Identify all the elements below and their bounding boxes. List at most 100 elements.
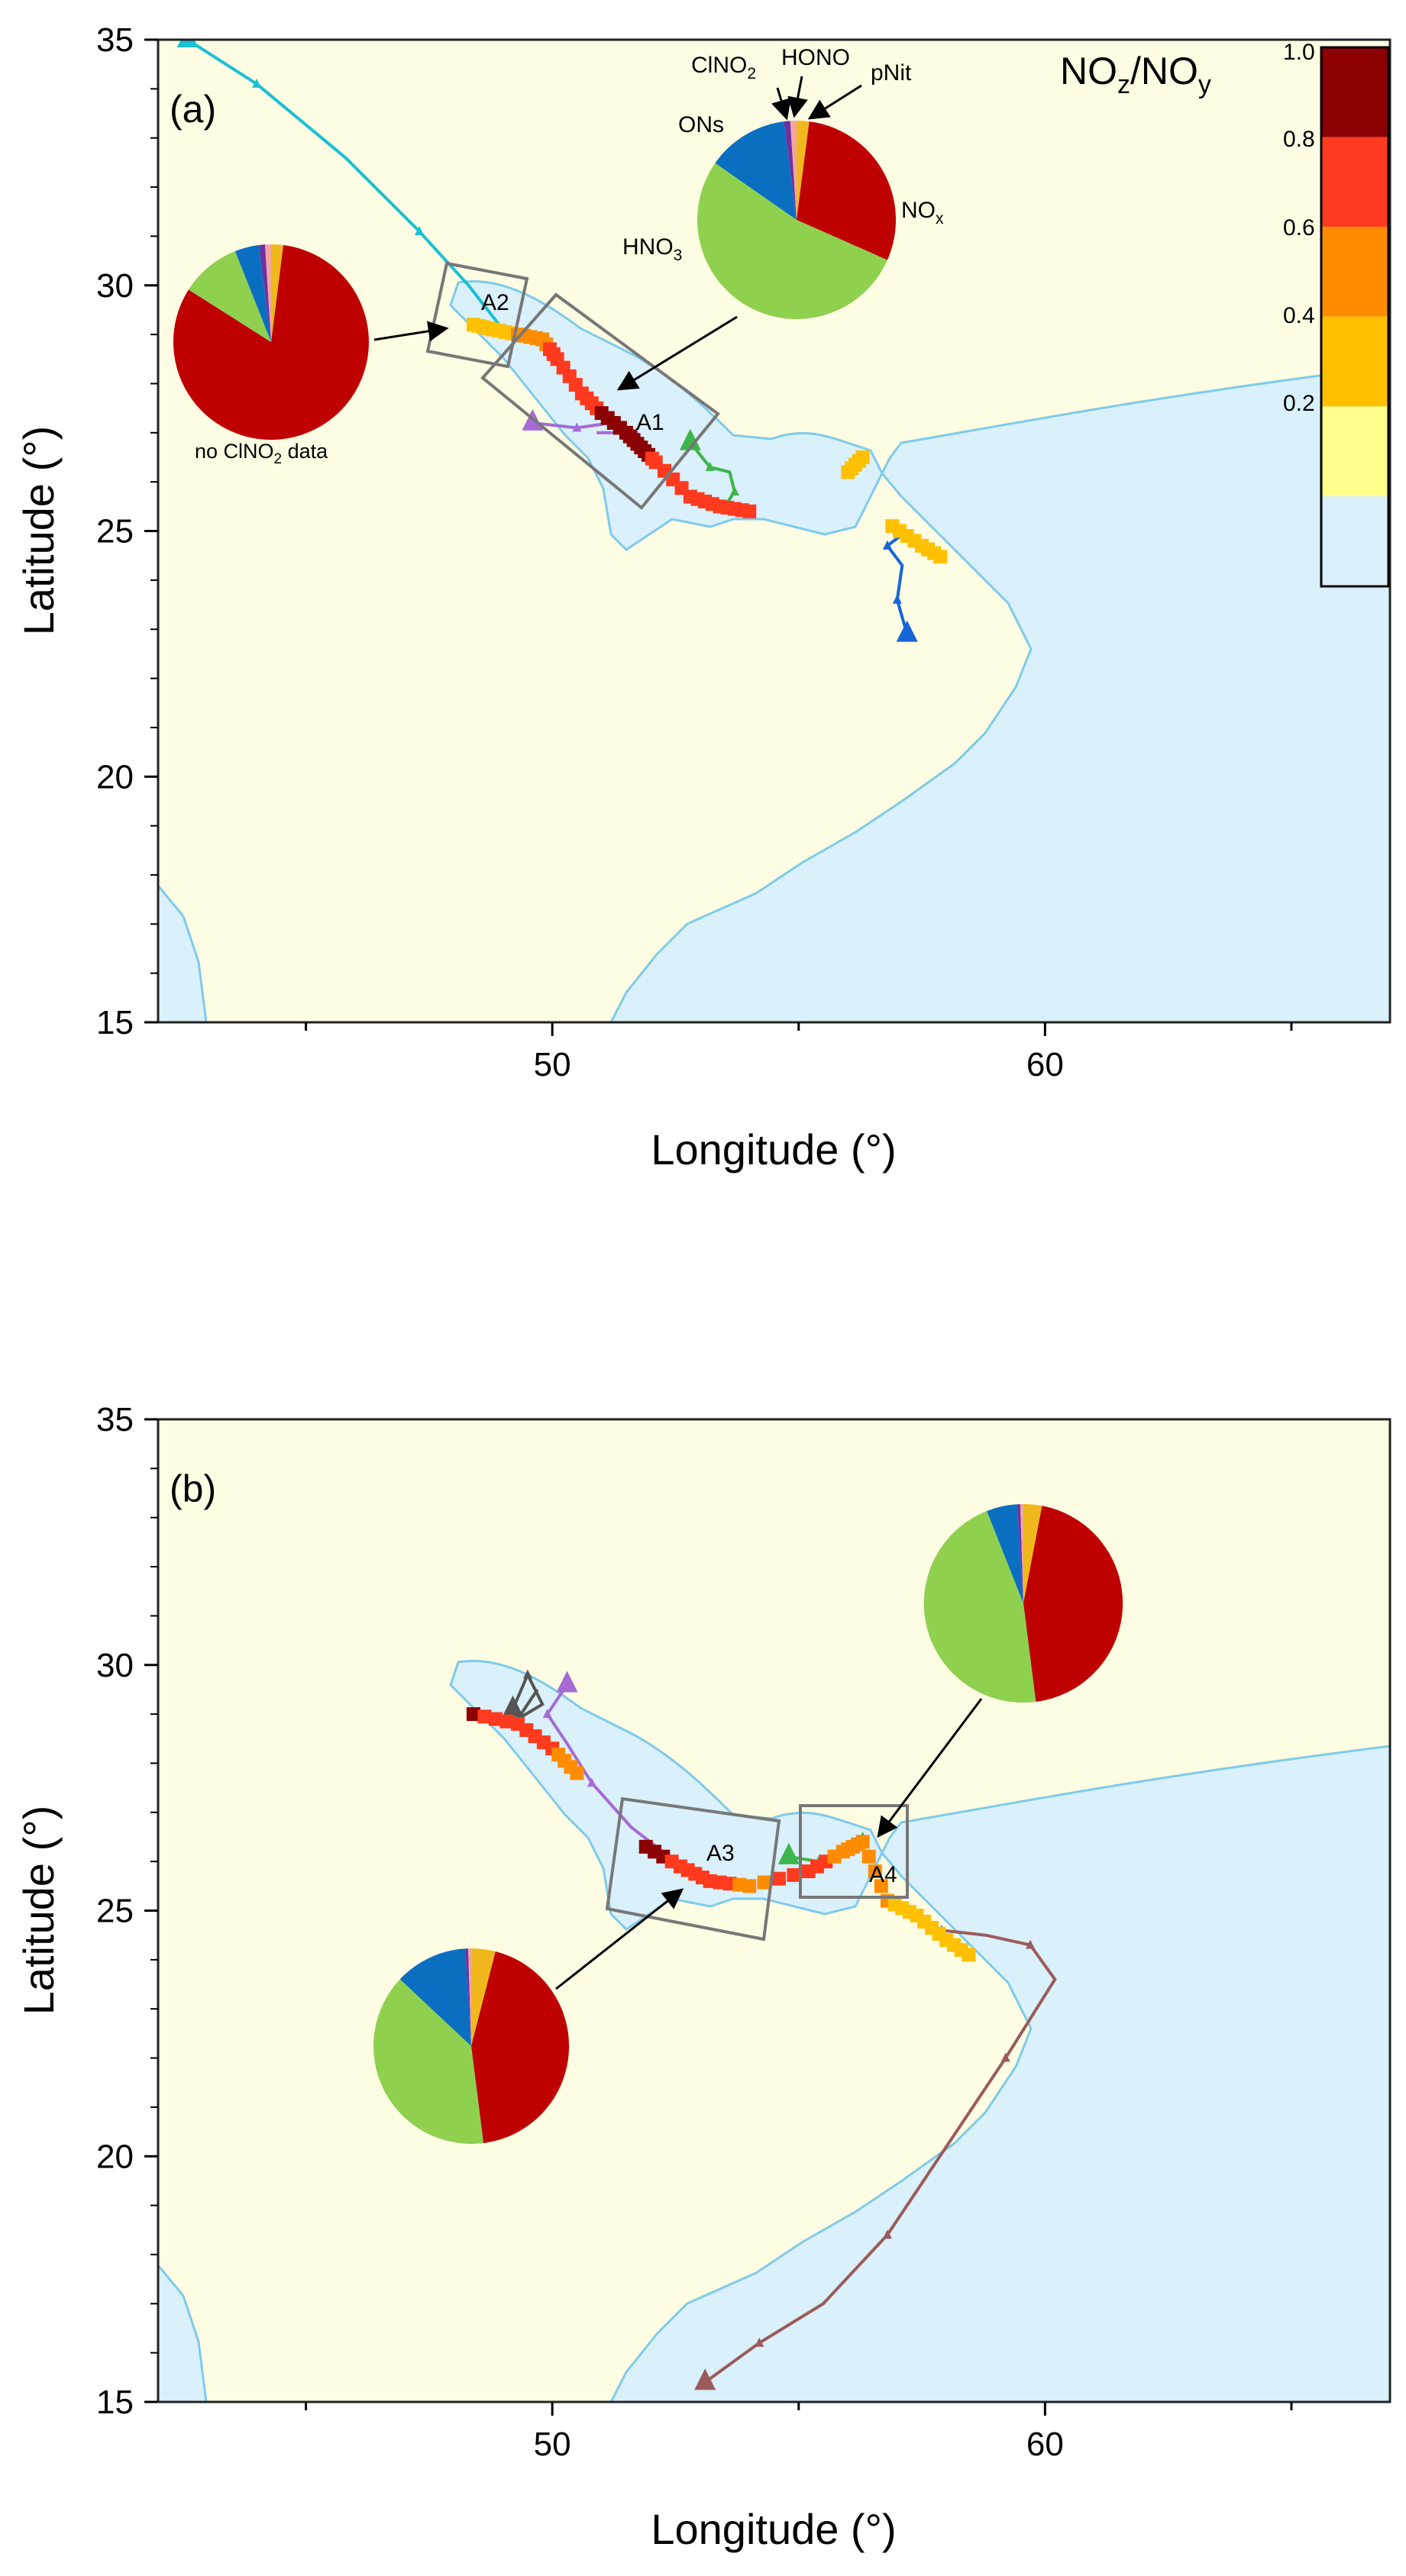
region-box-a2 [425,261,529,369]
pie-slice-nox [1023,1506,1123,1702]
pie-chart-a3 [373,1948,570,2145]
track-marker [855,450,870,464]
colorbar-band-2 [1321,227,1388,317]
pie-label-nox: NOx [901,198,944,228]
red-sea-a [158,883,208,1022]
track-marker [861,1849,876,1864]
colorbar-tick-06: 0.6 [1283,215,1315,240]
track-marker [874,1879,888,1893]
x-tick-label-50: 50 [534,1046,571,1083]
x-axis-label-a: Longitude (°) [651,1125,896,1173]
trajectory-start-marker [176,40,199,47]
trajectory-marker [882,540,892,550]
panel-label-b: (b) [170,1467,216,1510]
map-area-b: A3 A4 [158,1419,1390,2402]
pie-slice-pnit [471,1948,496,2046]
colorbar-tick-02: 0.2 [1283,391,1315,416]
trajectory-line [186,40,505,331]
trajectory-marker [755,2337,764,2347]
pie-slice-hno3 [697,163,887,319]
trajectory-marker [882,2229,892,2239]
track-marker [962,1948,976,1962]
region-box-a1 [480,292,720,510]
trajectory-line [704,1929,1057,2384]
colorbar: NOz/NOy 1.0 0.8 0.6 0.4 0.2 [1060,40,1390,588]
track-marker [771,1871,786,1886]
y-tick-label-35: 35 [96,21,134,59]
axis-b: 50 60 15 20 25 30 35 [96,1401,1293,2463]
trajectory-start-marker [502,1695,524,1717]
arrow-pie-a4 [877,1698,983,1838]
track-marker [757,1875,771,1890]
colorbar-tick-1: 1.0 [1283,40,1315,65]
colorbar-band-5 [1321,496,1388,586]
pie-slice-ons [399,1948,471,2046]
colorbar-band-0 [1321,47,1388,137]
colorbar-tick-08: 0.8 [1283,127,1315,152]
y-tick-label-15: 15 [96,2384,134,2421]
panel-label-a: (a) [170,88,216,131]
trajectory-start-marker [679,428,701,450]
pie-slice-hno3 [373,1979,483,2145]
pie-slice-ons [715,121,797,220]
ship-track-b [466,1707,976,1962]
trajectory-marker [522,1669,532,1679]
pie-chart-a4 [923,1504,1123,1703]
y-tick-label-30: 30 [96,267,134,305]
y-axis-label-a: Latitude (°) [15,426,63,636]
y-axis-label-b: Latitude (°) [15,1806,63,2016]
region-label-a4: A4 [869,1862,897,1887]
colorbar-band-3 [1321,316,1388,407]
region-label-a2: A2 [481,290,509,315]
track-marker [855,1835,870,1849]
pie-label-pnit: pNit [871,60,912,86]
trajectory-start-marker [777,1842,800,1864]
trajectory-marker [252,78,262,88]
arrow-pie-a2 [373,321,449,342]
track-marker [466,1707,480,1722]
trajectory-start-marker [896,620,918,642]
track-marker [488,1712,503,1726]
trajectory-marker [729,486,739,496]
region-box-a4 [799,1804,909,1899]
pie-slice-hno3 [188,251,271,342]
red-sea-b [158,2263,208,2402]
pie-slice-hono [1020,1504,1023,1603]
panel-a: A1 A2 (a) ClNO2 HONO pNit ONs NOx HNO3 n… [15,21,1391,1173]
y-tick-label-20: 20 [96,758,134,796]
region-box-a3 [605,1796,781,1942]
trajectory-marker [1026,1939,1036,1949]
track-marker [787,1867,801,1882]
trajectory-marker [587,1777,596,1787]
leader-pnit [807,84,862,120]
trajectory-marker [542,1709,552,1719]
x-tick-label-60: 60 [1026,2426,1064,2463]
y-tick-label-20: 20 [96,2138,134,2175]
y-tick-label-25: 25 [96,1893,134,1930]
x-tick-label-50: 50 [534,2426,571,2463]
trajectory-line [545,1683,677,1863]
sea-a [158,280,1390,1022]
pie-slice-hono [265,244,271,342]
track-marker [868,1864,882,1879]
x-tick-label-60: 60 [1026,1046,1064,1083]
leader-clno2 [771,87,791,121]
trajectory-marker [1000,2052,1010,2062]
arrow-pie-a3 [555,1888,684,1990]
pie-slice-clno2 [259,244,271,342]
pie-slice-ons [987,1504,1023,1603]
colorbar-band-1 [1321,137,1388,228]
pie-slice-hono [790,121,797,220]
pie-label-clno2: ClNO2 [691,53,756,82]
track-marker [742,1879,757,1893]
track-marker [499,1714,514,1729]
track-marker [742,504,757,518]
pie-slice-clno2 [1017,1504,1023,1603]
colorbar-band-4 [1321,406,1388,496]
pie-slice-nox [173,245,369,440]
pie-slice-clno2 [465,1948,471,2046]
region-label-a1: A1 [636,410,664,435]
track-marker [570,1766,584,1780]
panel-b: A3 A4 (b) 50 60 15 20 25 30 35 Longitude (°) L… [15,1401,1391,2553]
